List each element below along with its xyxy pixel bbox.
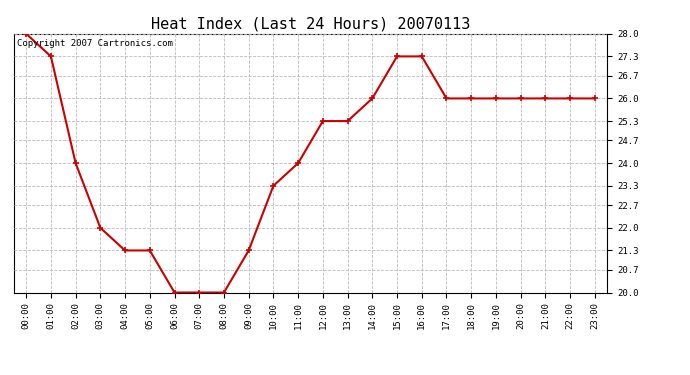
Title: Heat Index (Last 24 Hours) 20070113: Heat Index (Last 24 Hours) 20070113 <box>151 16 470 31</box>
Text: Copyright 2007 Cartronics.com: Copyright 2007 Cartronics.com <box>17 39 172 48</box>
